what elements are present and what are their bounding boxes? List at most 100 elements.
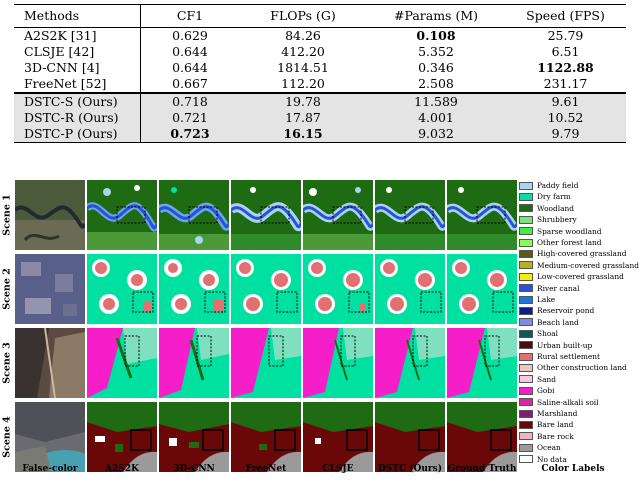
legend-swatch bbox=[519, 318, 533, 327]
legend-item: No data bbox=[519, 455, 567, 464]
cell-flops: 84.26 bbox=[285, 28, 321, 43]
map-freenet bbox=[231, 328, 301, 398]
cell-params: 2.508 bbox=[418, 76, 454, 91]
cell-speed: 231.17 bbox=[543, 76, 588, 91]
false-color-image bbox=[15, 328, 85, 398]
cell-method: FreeNet [52] bbox=[14, 76, 141, 93]
legend-item: Medium-covered grassland bbox=[519, 261, 639, 270]
legend-label: Shoal bbox=[537, 329, 559, 339]
map-clsje bbox=[303, 180, 373, 250]
cell-flops: 112.20 bbox=[281, 76, 325, 91]
map-a2s2k bbox=[87, 180, 157, 250]
legend-item: Rural settlement bbox=[519, 352, 600, 361]
legend-label: Bare rock bbox=[537, 431, 574, 441]
legend-swatch bbox=[519, 409, 533, 418]
cell-params: 9.032 bbox=[367, 126, 505, 143]
legend-swatch bbox=[519, 352, 533, 361]
map-3dcnn bbox=[159, 402, 229, 472]
legend-label: Lake bbox=[537, 295, 556, 304]
legend-item: Gobi bbox=[519, 386, 554, 395]
legend-label: Low-covered grassland bbox=[537, 272, 624, 282]
legend-item: Ocean bbox=[519, 443, 561, 452]
cell-params: 0.108 bbox=[416, 28, 456, 43]
column-label: FreeNet bbox=[245, 464, 287, 474]
map-dstc bbox=[375, 254, 445, 324]
legend-label: Ocean bbox=[537, 443, 561, 453]
map-ground-truth bbox=[447, 180, 517, 250]
legend-label: Shrubbery bbox=[537, 215, 577, 225]
map-a2s2k bbox=[87, 328, 157, 398]
legend-label: Woodland bbox=[537, 203, 574, 213]
column-label: Color Labels bbox=[541, 464, 605, 474]
cell-params: 0.346 bbox=[418, 60, 454, 75]
cell-method: DSTC-R (Ours) bbox=[14, 110, 141, 126]
results-table: Methods CF1 FLOPs (G) #Params (M) Speed … bbox=[14, 4, 626, 143]
legend-swatch bbox=[519, 443, 533, 452]
legend-swatch bbox=[519, 204, 533, 213]
legend-label: Other forest land bbox=[537, 238, 602, 247]
map-freenet bbox=[231, 402, 301, 472]
cell-flops: 16.15 bbox=[239, 126, 367, 143]
legend-label: Marshland bbox=[537, 409, 578, 418]
cell-speed: 9.61 bbox=[505, 92, 626, 110]
header-params: #Params (M) bbox=[367, 4, 505, 28]
legend-item: Bare rock bbox=[519, 432, 574, 441]
cell-cf1: 0.667 bbox=[172, 76, 208, 91]
legend-item: Sparse woodland bbox=[519, 227, 601, 236]
column-label: 3D-CNN bbox=[173, 464, 215, 474]
cell-method: DSTC-P (Ours) bbox=[14, 126, 141, 143]
column-label: Ground Truth bbox=[447, 464, 517, 474]
map-dstc bbox=[375, 328, 445, 398]
legend-item: Dry farm bbox=[519, 192, 571, 201]
legend-swatch bbox=[519, 363, 533, 372]
table-header-row: Methods CF1 FLOPs (G) #Params (M) Speed … bbox=[14, 4, 626, 28]
table-row: DSTC-S (Ours) 0.718 19.78 11.589 9.61 bbox=[14, 92, 626, 110]
map-clsje bbox=[303, 328, 373, 398]
cell-method: 3D-CNN [4] bbox=[14, 60, 141, 76]
header-methods: Methods bbox=[14, 4, 141, 28]
map-clsje bbox=[303, 254, 373, 324]
map-dstc bbox=[375, 180, 445, 250]
legend-swatch bbox=[519, 375, 533, 384]
map-a2s2k bbox=[87, 254, 157, 324]
legend-item: Bare land bbox=[519, 420, 573, 429]
legend-label: Paddy field bbox=[537, 181, 579, 190]
legend-swatch bbox=[519, 329, 533, 338]
legend-swatch bbox=[519, 306, 533, 315]
legend-label: Medium-covered grassland bbox=[537, 260, 639, 270]
legend-swatch bbox=[519, 181, 533, 190]
map-dstc bbox=[375, 402, 445, 472]
legend-swatch bbox=[519, 261, 533, 270]
legend-item: Lake bbox=[519, 295, 555, 304]
column-label: DSTC (Ours) bbox=[377, 464, 442, 474]
cell-flops: 412.20 bbox=[281, 44, 325, 59]
scene-label-text: Scene 4 bbox=[1, 416, 13, 458]
legend-label: Bare land bbox=[537, 420, 574, 430]
map-3dcnn bbox=[159, 328, 229, 398]
false-color-image bbox=[15, 254, 85, 324]
cell-method: CLSJE [42] bbox=[14, 44, 141, 60]
header-cf1: CF1 bbox=[140, 4, 239, 28]
cell-cf1: 0.721 bbox=[140, 110, 239, 126]
legend-label: No data bbox=[537, 454, 567, 464]
map-freenet bbox=[231, 254, 301, 324]
header-speed: Speed (FPS) bbox=[505, 4, 626, 28]
legend-item: Reservoir pond bbox=[519, 306, 594, 315]
cell-cf1: 0.629 bbox=[172, 28, 208, 43]
legend-swatch bbox=[519, 398, 533, 407]
legend-label: Other construction land bbox=[537, 363, 627, 373]
map-ground-truth bbox=[447, 328, 517, 398]
legend-item: Sand bbox=[519, 375, 556, 384]
cell-method: A2S2K [31] bbox=[14, 27, 141, 44]
legend-item: Low-covered grassland bbox=[519, 272, 624, 281]
map-ground-truth bbox=[447, 254, 517, 324]
legend-item: Other forest land bbox=[519, 238, 602, 247]
legend-swatch bbox=[519, 455, 533, 464]
map-ground-truth bbox=[447, 402, 517, 472]
cell-method: DSTC-S (Ours) bbox=[14, 92, 141, 110]
map-3dcnn bbox=[159, 180, 229, 250]
legend-label: Dry farm bbox=[537, 192, 571, 202]
legend-label: Beach land bbox=[537, 317, 579, 327]
cell-speed: 10.52 bbox=[505, 110, 626, 126]
legend-swatch bbox=[519, 420, 533, 429]
